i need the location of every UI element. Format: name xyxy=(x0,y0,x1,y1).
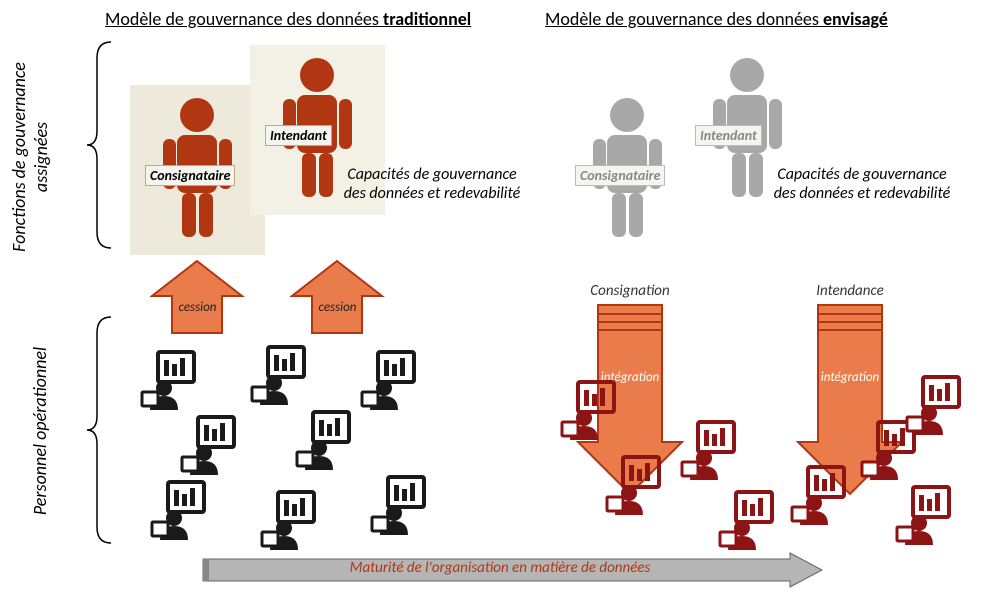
worker-icon xyxy=(140,350,202,417)
vlabel-personnel: Personnel opérationnel xyxy=(29,331,51,531)
person-label: Consignataire xyxy=(575,165,665,186)
worker-icon xyxy=(905,375,967,442)
worker-icon xyxy=(150,480,212,547)
person-label: Consignataire xyxy=(145,165,235,186)
maturity-label: Maturité de l'organisation en matière de… xyxy=(200,559,800,577)
brace-top xyxy=(85,40,113,250)
desc-left: Capacités de gouvernance des données et … xyxy=(342,165,522,203)
worker-icon xyxy=(680,420,742,487)
worker-icon xyxy=(360,350,422,417)
worker-icon xyxy=(180,415,242,482)
vlabel-governance: Fonctions de gouvernanceassignées xyxy=(8,57,52,257)
person-label: Intendant xyxy=(695,125,762,146)
worker-icon xyxy=(250,345,312,412)
up-arrow-2 xyxy=(290,258,385,336)
header-left: Modèle de gouvernance des données tradit… xyxy=(105,8,471,30)
worker-icon xyxy=(295,410,357,477)
worker-icon xyxy=(718,490,780,557)
brace-bottom xyxy=(85,315,113,545)
header-right: Modèle de gouvernance des données envisa… xyxy=(545,8,888,30)
worker-icon xyxy=(370,475,432,542)
worker-icon xyxy=(790,465,852,532)
down-arrow-2-header: Intendance xyxy=(790,282,910,300)
worker-icon xyxy=(895,485,957,552)
up-arrow-1 xyxy=(150,258,245,336)
up-arrow-1-label: cession xyxy=(150,300,245,315)
worker-icon xyxy=(260,490,322,557)
desc-right: Capacités de gouvernance des données et … xyxy=(772,165,952,203)
worker-icon xyxy=(560,380,622,447)
up-arrow-2-label: cession xyxy=(290,300,385,315)
worker-icon xyxy=(605,455,667,522)
person-label: Intendant xyxy=(265,125,332,146)
down-arrow-2-label: intégration xyxy=(795,370,905,385)
down-arrow-1-header: Consignation xyxy=(570,282,690,300)
